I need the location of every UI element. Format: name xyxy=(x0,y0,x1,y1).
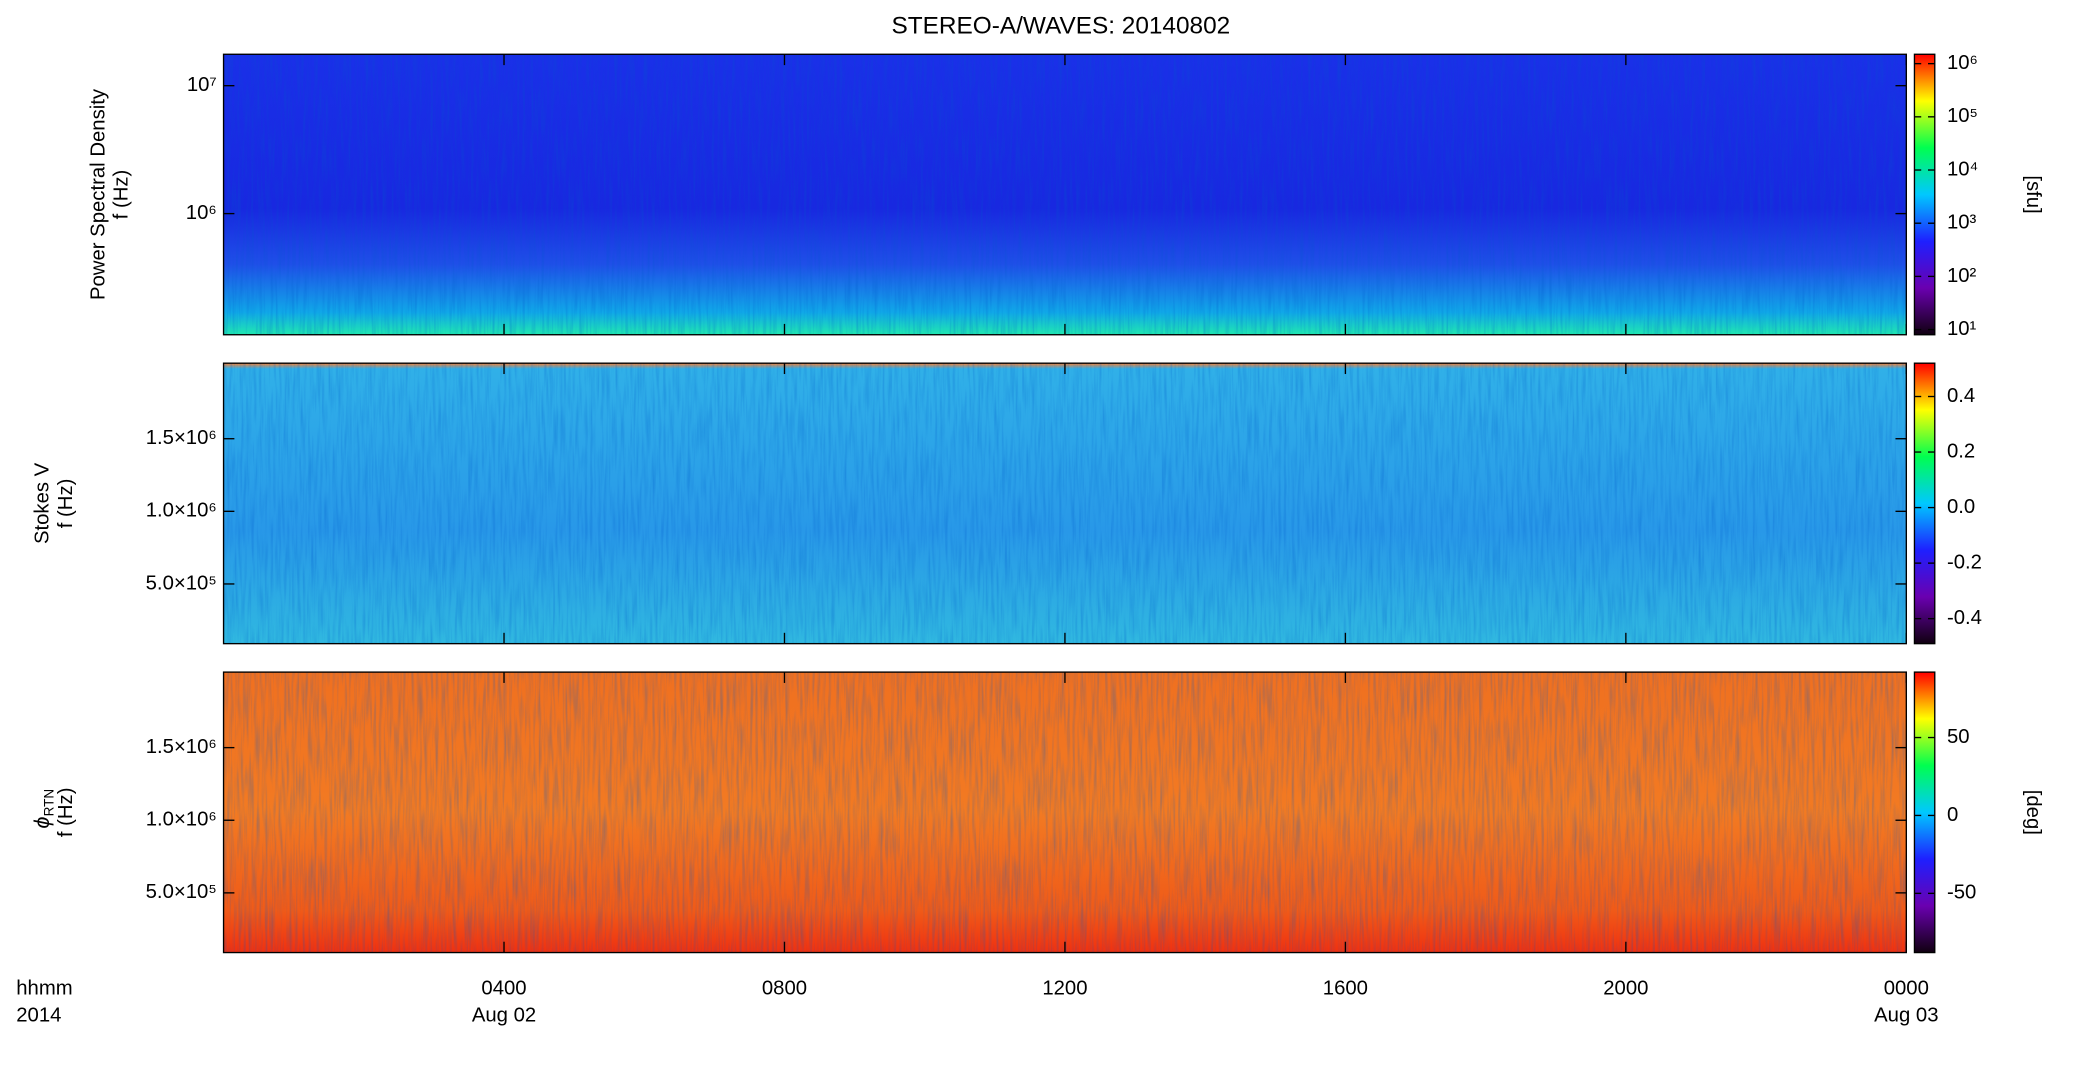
x-tick-label: 2000 xyxy=(1603,978,1648,1000)
colorbar-label: [deg] xyxy=(2022,790,2044,835)
y-label: f (Hz) xyxy=(55,479,77,529)
colorbar-tick-label: 0.4 xyxy=(1947,385,1975,407)
colorbar-tick-label: 0 xyxy=(1947,804,1958,826)
colorbar-tick-label: 10² xyxy=(1947,265,1977,287)
y-tick-label: 1.5×10⁶ xyxy=(146,736,217,758)
y-tick-label: 1.0×10⁶ xyxy=(146,809,217,831)
spectrogram-texture xyxy=(223,363,1907,644)
colorbar-tick-label: 50 xyxy=(1947,726,1970,748)
colorbar-tick-label: -0.4 xyxy=(1947,607,1982,629)
colorbar-title: [sfu] xyxy=(2022,175,2044,213)
colorbar-tick-label: 0.2 xyxy=(1947,440,1975,462)
y-tick-label: 10⁷ xyxy=(187,74,217,96)
colorbar-tick-label: 10⁶ xyxy=(1947,52,1978,74)
y-label-sub: RTN xyxy=(42,789,57,817)
y-label: f (Hz) xyxy=(55,788,77,838)
chart-title: STEREO-A/WAVES: 20140802 xyxy=(892,13,1231,40)
colorbar-tick-label: -0.2 xyxy=(1947,551,1982,573)
colorbar-tick-label: 10⁵ xyxy=(1947,105,1978,127)
x-unit-label: hhmm xyxy=(16,978,72,1000)
colorbar-tick-label: 10¹ xyxy=(1947,318,1977,340)
y-axis-label: Power Spectral Density f (Hz) xyxy=(87,88,132,300)
x-date-label: Aug 02 xyxy=(472,1005,536,1027)
spectrogram-texture xyxy=(223,672,1907,953)
x-date-label: Aug 03 xyxy=(1874,1005,1938,1027)
colorbar-tick-label: 0.0 xyxy=(1947,496,1975,518)
y-tick-label: 5.0×10⁵ xyxy=(146,881,217,903)
y-tick-label: 1.0×10⁶ xyxy=(146,500,217,522)
colorbar-tick-label: -50 xyxy=(1947,882,1976,904)
colorbar-tick-label: 10⁴ xyxy=(1947,158,1978,180)
x-tick-label: 0000 xyxy=(1884,978,1929,1000)
colorbar-label: [sfu] xyxy=(2022,175,2044,213)
x-year-label: 2014 xyxy=(16,1005,61,1027)
y-tick-label: 10⁶ xyxy=(186,202,217,224)
colorbar-title: [deg] xyxy=(2022,790,2044,835)
x-tick-label: 0400 xyxy=(481,978,526,1000)
x-tick-label: 1200 xyxy=(1042,978,1087,1000)
x-tick-label: 1600 xyxy=(1323,978,1368,1000)
x-tick-label: 0800 xyxy=(762,978,807,1000)
y-tick-label: 1.5×10⁶ xyxy=(146,427,217,449)
colorbar xyxy=(1913,362,1936,645)
y-label: Power Spectral Density xyxy=(87,88,109,300)
y-label: ϕ xyxy=(29,817,54,829)
colorbar xyxy=(1913,671,1936,954)
spectrogram-texture xyxy=(223,54,1907,335)
y-label: Stokes V xyxy=(32,462,54,544)
colorbar-tick-label: 10³ xyxy=(1947,212,1977,234)
y-label: f (Hz) xyxy=(110,170,132,220)
y-tick-label: 5.0×10⁵ xyxy=(146,572,217,594)
colorbar xyxy=(1913,53,1936,336)
